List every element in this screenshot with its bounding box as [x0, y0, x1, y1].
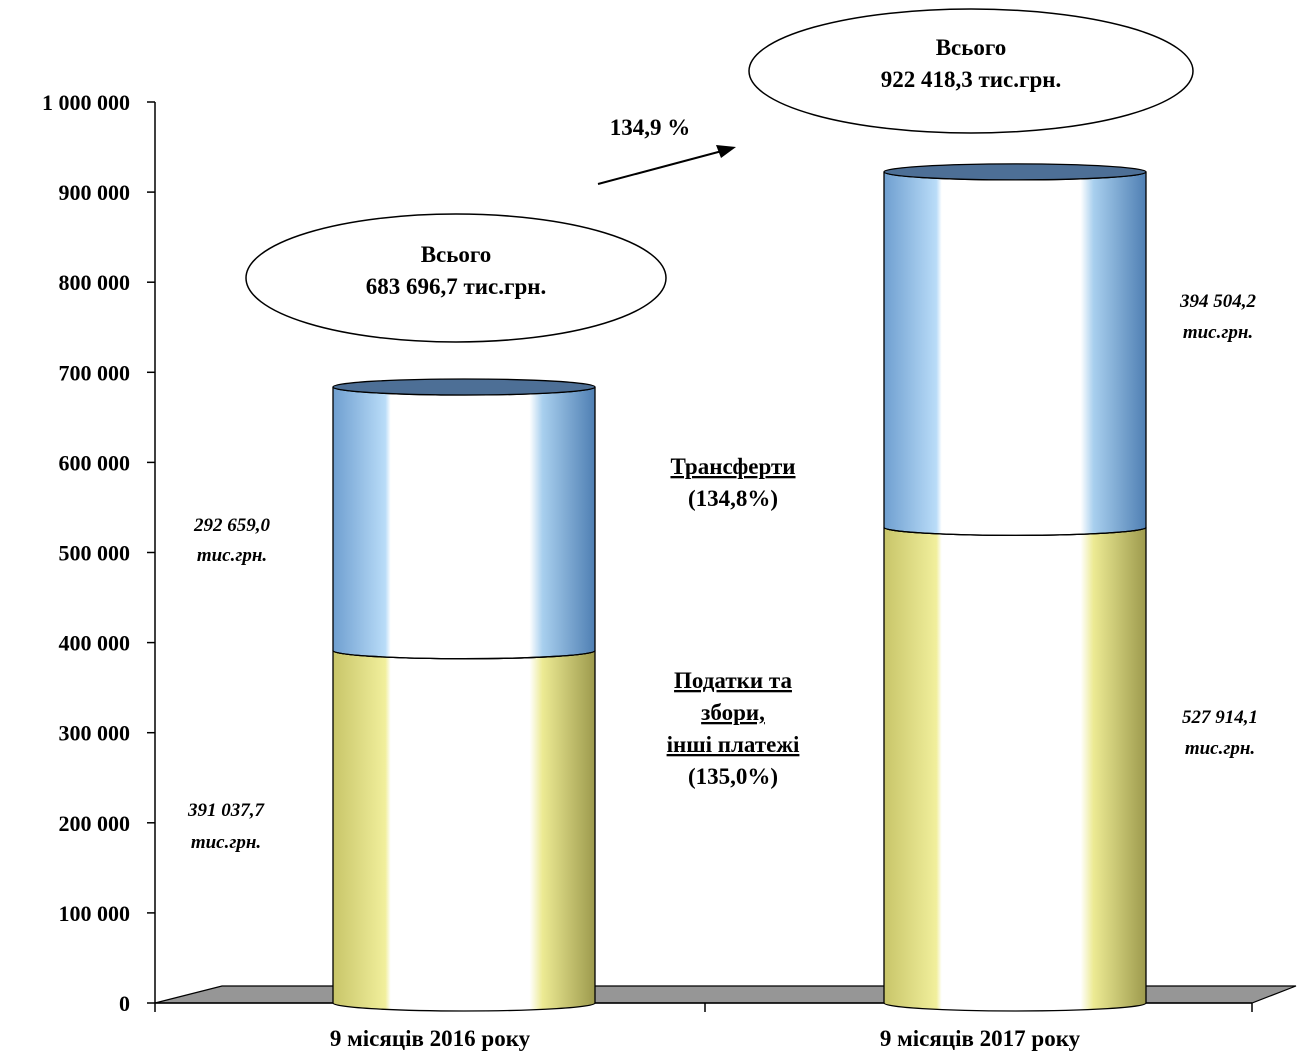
y-tick-label: 800 000 — [59, 270, 131, 295]
value-unit-transfers-2017: тис.грн. — [1183, 322, 1253, 343]
legend-taxes-line3: інші платежі — [667, 732, 800, 757]
total-label-2016: Всього — [421, 242, 492, 267]
growth-arrow — [597, 150, 723, 185]
total-value-2016: 683 696,7 тис.грн. — [366, 274, 547, 299]
y-tick-label: 700 000 — [59, 360, 131, 385]
bar-transfers-0 — [332, 386, 596, 660]
bar-top-cap-0 — [332, 378, 596, 396]
value-label-taxes-2016: 391 037,7 — [187, 800, 266, 821]
legend-transfers-pct: (134,8%) — [688, 486, 778, 511]
value-label-transfers-2016: 292 659,0 — [193, 515, 271, 536]
y-ticks: 0 100 000 200 000 300 000 400 000 500 000 600 … — [42, 90, 155, 1016]
y-tick-label: 500 000 — [59, 541, 131, 566]
total-ellipse-2016 — [245, 213, 667, 343]
value-unit-transfers-2016: тис.грн. — [197, 545, 267, 566]
bars — [332, 163, 1147, 1012]
growth-arrow-head — [716, 145, 736, 158]
y-tick-label: 200 000 — [59, 811, 131, 836]
bar-segment-divider-1 — [883, 527, 1147, 536]
y-tick-label: 0 — [119, 991, 130, 1016]
value-unit-taxes-2017: тис.грн. — [1185, 738, 1255, 759]
total-value-2017: 922 418,3 тис.грн. — [881, 67, 1062, 92]
growth-label: 134,9 % — [610, 115, 691, 140]
bar-taxes-0 — [332, 650, 596, 1012]
y-tick-label: 100 000 — [59, 901, 131, 926]
category-label-2016: 9 місяців 2016 року — [330, 1026, 531, 1051]
y-tick-label: 1 000 000 — [42, 90, 130, 115]
value-unit-taxes-2016: тис.грн. — [191, 832, 261, 853]
legend-taxes-line2: збори, — [701, 700, 765, 725]
y-tick-label: 400 000 — [59, 631, 131, 656]
value-label-transfers-2017: 394 504,2 — [1179, 291, 1257, 312]
bar-segment-divider-0 — [332, 650, 596, 660]
y-tick-label: 300 000 — [59, 721, 131, 746]
category-label-2017: 9 місяців 2017 року — [880, 1026, 1081, 1051]
y-tick-label: 900 000 — [59, 180, 131, 205]
y-tick-label: 600 000 — [59, 450, 131, 475]
legend-taxes-line1: Податки та — [674, 668, 792, 693]
bar-transfers-1 — [883, 171, 1147, 536]
bar-taxes-1 — [883, 527, 1147, 1012]
total-ellipse-2017 — [748, 8, 1194, 134]
value-label-taxes-2017: 527 914,1 — [1182, 707, 1258, 728]
bar-top-cap-1 — [883, 163, 1147, 181]
legend-transfers: Трансферти — [670, 454, 795, 479]
legend-taxes-pct: (135,0%) — [688, 764, 778, 789]
total-label-2017: Всього — [936, 35, 1007, 60]
